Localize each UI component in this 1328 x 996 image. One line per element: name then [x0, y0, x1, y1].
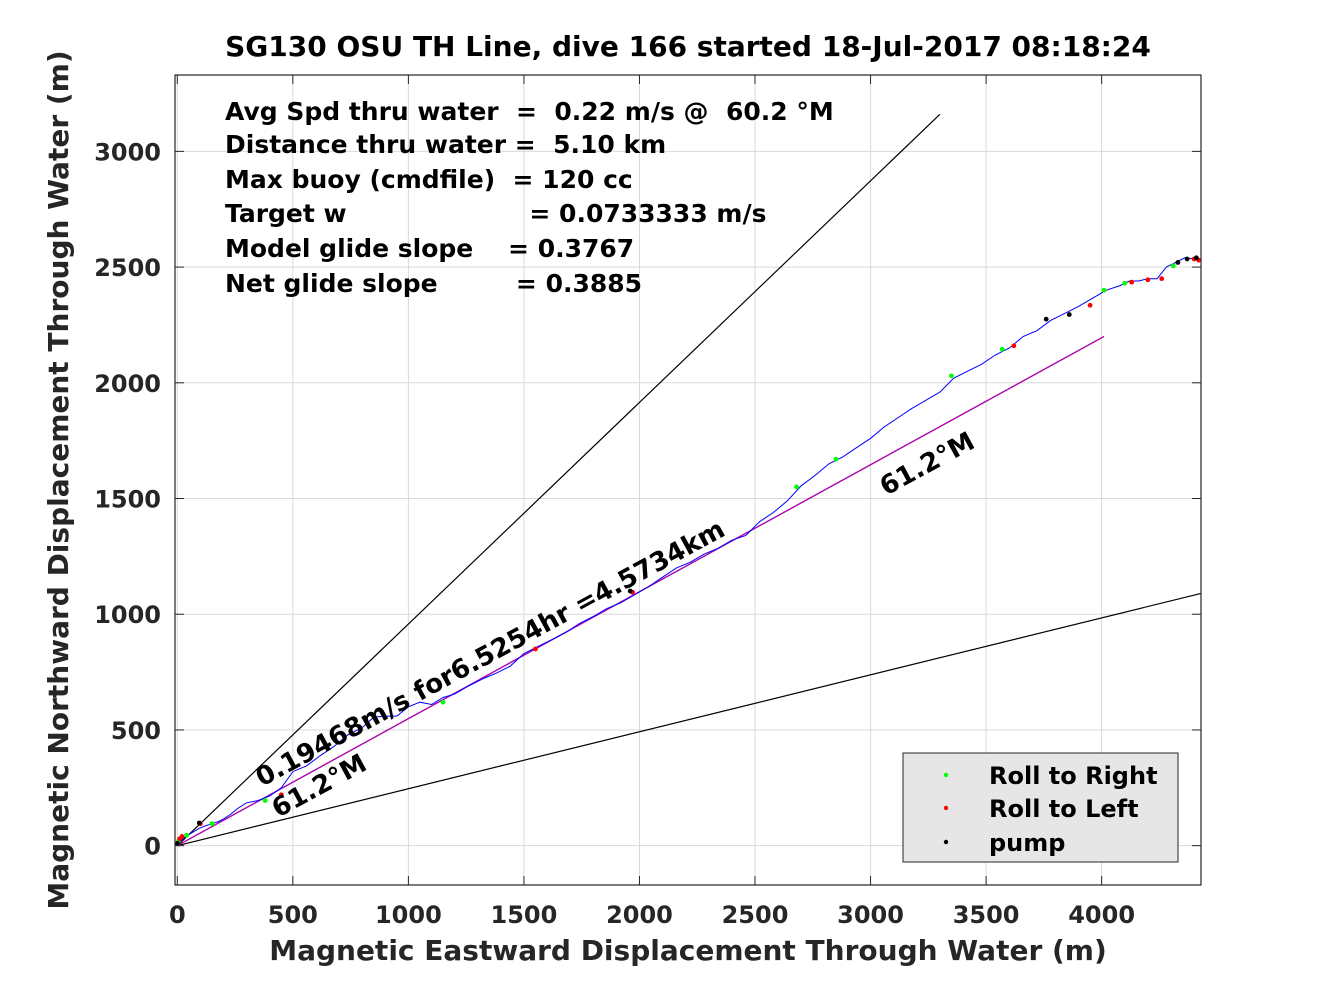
track-marker: [533, 646, 538, 652]
x-tick-label: 1500: [491, 901, 558, 929]
stats-annotation: Avg Spd thru water = 0.22 m/s @ 60.2 °M …: [225, 97, 834, 298]
dive-track-line: [176, 257, 1202, 846]
track-marker: [262, 798, 268, 803]
track-marker: [440, 699, 446, 705]
track-marker: [833, 456, 839, 462]
x-axis-label: Magnetic Eastward Displacement Through W…: [269, 934, 1107, 967]
y-tick-label: 500: [111, 717, 161, 745]
chart-title: SG130 OSU TH Line, dive 166 started 18-J…: [225, 30, 1151, 63]
track-marker: [1066, 312, 1072, 317]
x-tick-label: 4000: [1068, 901, 1135, 929]
y-tick-label: 1000: [94, 601, 161, 629]
legend-marker-roll-right: [943, 772, 949, 778]
track-marker: [627, 588, 633, 594]
legend-label-pump: pump: [989, 829, 1065, 857]
track-marker: [196, 820, 202, 826]
axis-ticks: 0 500 1000 1500 2000 2500 3000 3500 4000 0 500 1000…: [94, 75, 1201, 929]
track-marker: [179, 834, 185, 839]
axes-background: [175, 75, 1201, 885]
track-marker: [999, 346, 1005, 352]
x-tick-label: 0: [169, 901, 186, 929]
track-marker: [1129, 279, 1135, 285]
annotation-max-buoy: Max buoy (cmdfile) = 120 cc: [225, 165, 633, 194]
annotation-net-glide-slope: Net glide slope = 0.3885: [225, 269, 642, 298]
annotation-avg-speed: Avg Spd thru water = 0.22 m/s @ 60.2 °M: [225, 97, 834, 126]
track-marker: [1011, 343, 1017, 349]
y-tick-label: 1500: [94, 486, 161, 514]
x-tick-label: 1000: [375, 901, 442, 929]
y-tick-label: 2500: [94, 254, 161, 282]
x-tick-label: 3000: [837, 901, 904, 929]
legend-label-roll-left: Roll to Left: [989, 795, 1139, 823]
legend-marker-pump: [943, 839, 949, 845]
y-axis-label: Magnetic Northward Displacement Through …: [42, 50, 75, 909]
track-marker: [174, 840, 180, 846]
y-tick-label: 2000: [94, 370, 161, 398]
track-marker: [1101, 287, 1107, 293]
x-tick-label: 2000: [606, 901, 673, 929]
reference-line: [176, 113, 941, 847]
annotation-model-glide-slope: Model glide slope = 0.3767: [225, 234, 634, 263]
track-marker: [278, 792, 284, 798]
track-marker: [1170, 263, 1176, 269]
axes-box: [174, 74, 1202, 886]
x-tick-label: 3500: [953, 901, 1020, 929]
y-tick-label: 0: [144, 833, 161, 861]
track-marker: [1184, 256, 1190, 262]
legend-label-roll-right: Roll to Right: [989, 762, 1158, 790]
track-marker: [949, 373, 954, 379]
track-marker: [794, 484, 800, 490]
track-marker: [1193, 255, 1199, 261]
y-tick-label: 3000: [94, 138, 161, 166]
legend-box: [902, 752, 1179, 863]
track-marker: [184, 832, 189, 838]
track-marker: [1175, 260, 1181, 265]
reference-line: [177, 592, 1202, 847]
track-marker: [1043, 316, 1049, 322]
track-marker: [1145, 277, 1151, 283]
annotation-distance: Distance thru water = 5.10 km: [225, 130, 666, 159]
legend: Roll to Right Roll to Left pump: [902, 752, 1179, 863]
legend-marker-roll-left: [943, 805, 949, 811]
annotation-target-w: Target w = 0.0733333 m/s: [225, 199, 766, 228]
track-marker: [1087, 302, 1093, 308]
x-tick-label: 500: [268, 901, 318, 929]
track-marker: [209, 821, 215, 827]
roll-pump-markers: [174, 255, 1202, 846]
track-marker: [1122, 280, 1128, 286]
track-marker: [1159, 276, 1165, 282]
x-tick-label: 2500: [722, 901, 789, 929]
